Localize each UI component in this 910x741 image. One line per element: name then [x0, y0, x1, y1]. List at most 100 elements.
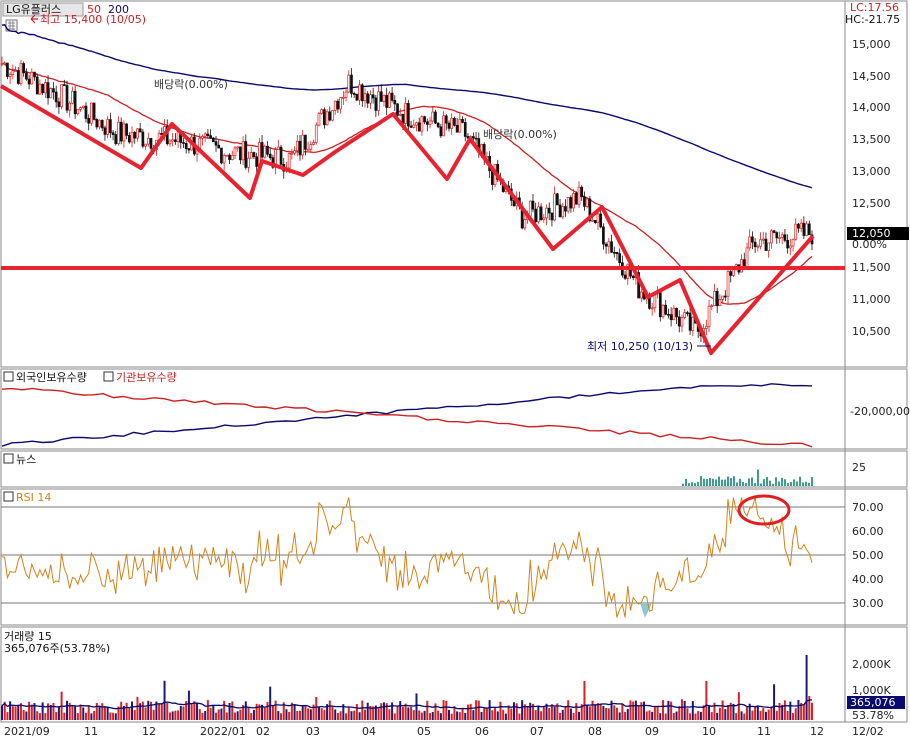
volume-bar — [112, 712, 115, 720]
candle-body — [537, 206, 540, 223]
volume-bar — [296, 710, 299, 720]
volume-bar — [759, 710, 762, 720]
volume-bar — [125, 702, 128, 720]
candle-body — [127, 135, 131, 143]
candle-body — [436, 122, 440, 128]
candle-body — [558, 204, 562, 218]
volume-bar — [336, 712, 339, 720]
panel-frames — [0, 0, 908, 723]
candle-body — [249, 152, 253, 159]
volume-bar — [136, 696, 139, 720]
symbol-box[interactable] — [2, 2, 84, 17]
current-price-change: 0.00% — [852, 238, 887, 251]
candle-body — [119, 121, 123, 142]
news-bar — [724, 479, 726, 486]
volume-bar — [445, 700, 448, 720]
volume-bar — [391, 702, 394, 720]
candle-body — [718, 299, 722, 307]
candle-body — [352, 93, 356, 95]
volume-bar — [767, 709, 770, 720]
volume-bar — [399, 701, 402, 720]
candle-body — [415, 122, 418, 126]
candle-body — [290, 152, 294, 155]
candle-body — [268, 153, 272, 159]
volume-bar — [347, 707, 350, 720]
candle-body — [713, 290, 716, 307]
candle-body — [266, 145, 269, 155]
candle-body — [382, 94, 386, 102]
volume-y-tick: 1,000K — [852, 684, 891, 697]
volume-bar — [583, 680, 586, 720]
candle-body — [539, 206, 543, 220]
volume-bar — [808, 696, 811, 720]
volume-bar — [412, 710, 415, 720]
candle-body — [374, 97, 378, 111]
candle-body — [604, 243, 608, 247]
price-panel-frame — [0, 0, 908, 368]
volume-bar — [716, 712, 719, 720]
volume-bar — [653, 706, 656, 720]
current-price-box — [847, 227, 909, 240]
volume-bar — [41, 702, 44, 720]
volume-sub-label: 365,076주(53.78%) — [4, 642, 110, 655]
volume-bar — [534, 710, 537, 720]
volume-bar — [529, 702, 532, 720]
candle-body — [73, 90, 77, 115]
volume-bar — [160, 703, 163, 720]
candle-body — [677, 316, 681, 327]
volume-bar — [651, 711, 654, 720]
candle-body — [19, 63, 23, 84]
candle-body — [6, 62, 9, 77]
volume-bar — [513, 702, 516, 720]
candle-body — [276, 146, 280, 150]
volume-bar — [537, 705, 540, 720]
news-bar — [733, 476, 735, 486]
candle-body — [14, 70, 17, 72]
volume-bar — [258, 704, 261, 720]
news-bar — [793, 479, 795, 486]
volume-bar — [271, 705, 274, 720]
candle-body — [247, 157, 250, 168]
candle-body — [740, 259, 743, 273]
volume-bar — [52, 702, 55, 720]
candle-body — [431, 111, 435, 122]
volume-bar — [149, 701, 152, 720]
candle-body — [748, 236, 752, 249]
volume-bar — [342, 704, 345, 720]
news-bar — [796, 481, 798, 486]
volume-bar — [293, 704, 296, 720]
candle-body — [133, 132, 137, 139]
volume-bar — [699, 712, 702, 720]
volume-bar — [55, 712, 58, 720]
volume-bar — [792, 713, 795, 720]
holdings-checkbox[interactable] — [103, 371, 114, 382]
news-bar — [799, 476, 801, 486]
price-y-tick: 13,500 — [852, 133, 891, 146]
candle-body — [434, 111, 437, 124]
candle-body — [778, 237, 781, 239]
volume-bar — [328, 700, 331, 720]
candle-body — [474, 137, 478, 140]
candle-body — [407, 103, 410, 127]
rsi-highlight-circle — [737, 494, 791, 526]
candle-body — [360, 84, 364, 102]
news-bar — [781, 477, 783, 486]
volume-bar — [38, 713, 41, 720]
candle-body — [79, 107, 82, 110]
candle-body — [103, 127, 107, 135]
volume-bar — [594, 705, 597, 720]
price-y-tick: 10,500 — [852, 325, 891, 338]
news-checkbox[interactable] — [3, 453, 14, 464]
candle-body — [553, 193, 556, 221]
candle-body — [355, 93, 359, 101]
ma-long-label: 200 — [108, 3, 129, 16]
volume-bar — [559, 712, 562, 720]
price-y-tick: 14,500 — [852, 70, 891, 83]
rsi-checkbox[interactable] — [3, 491, 14, 502]
candle-body — [450, 117, 454, 129]
volume-bar — [17, 704, 20, 720]
volume-bar — [228, 702, 231, 720]
candle-body — [455, 125, 459, 133]
volume-bar — [364, 709, 367, 720]
holdings-checkbox[interactable] — [3, 371, 14, 382]
